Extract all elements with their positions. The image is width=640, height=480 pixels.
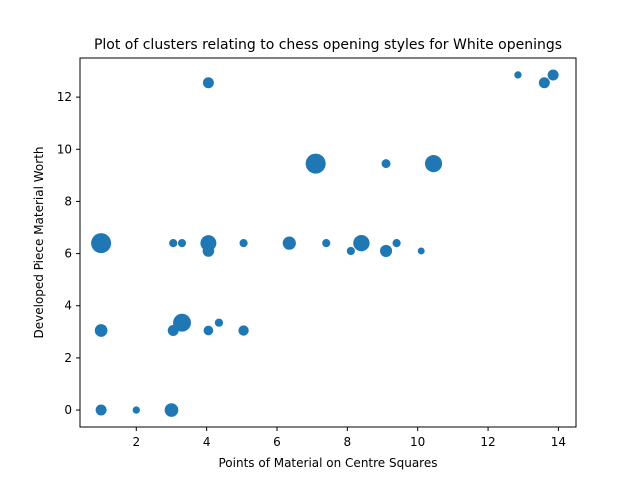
data-point [164, 403, 179, 417]
data-point [177, 239, 187, 248]
data-point [239, 239, 248, 248]
x-tick-label: 8 [344, 435, 352, 449]
data-point [202, 77, 214, 89]
y-tick-label: 2 [64, 351, 72, 365]
data-point [95, 404, 107, 416]
data-point [424, 155, 443, 173]
x-tick-label: 4 [203, 435, 211, 449]
y-ticks: 0 2 4 6 8 10 12 [57, 90, 80, 417]
y-tick-label: 8 [64, 194, 72, 208]
data-point [381, 159, 391, 169]
y-tick-label: 12 [57, 90, 72, 104]
x-tick-label: 10 [410, 435, 425, 449]
data-point [305, 153, 326, 174]
data-point [238, 325, 249, 336]
y-tick-label: 6 [64, 247, 72, 261]
data-point [214, 318, 224, 327]
y-axis-label: Developed Piece Material Worth [32, 146, 46, 338]
y-tick-label: 10 [57, 142, 72, 156]
x-tick-label: 12 [480, 435, 495, 449]
data-point [392, 239, 401, 248]
data-point [282, 236, 296, 250]
data-point [547, 69, 559, 81]
data-point [353, 234, 370, 252]
y-tick-label: 4 [64, 299, 72, 313]
x-tick-label: 2 [132, 435, 140, 449]
data-point [417, 247, 425, 255]
data-point [91, 233, 112, 254]
points-layer [91, 69, 559, 417]
data-point [94, 324, 108, 337]
x-axis-label: Points of Material on Centre Squares [218, 456, 437, 470]
data-point [173, 313, 191, 332]
data-point [322, 239, 331, 248]
y-tick-label: 0 [64, 403, 72, 417]
data-point [379, 244, 393, 258]
data-point [132, 406, 140, 414]
data-point [202, 245, 215, 257]
chart-title: Plot of clusters relating to chess openi… [94, 37, 562, 53]
x-tick-label: 6 [273, 435, 281, 449]
data-point [203, 325, 214, 336]
x-ticks: 2 4 6 8 10 12 14 [132, 427, 566, 449]
x-tick-label: 14 [551, 435, 566, 449]
data-point [346, 246, 355, 256]
data-point [538, 77, 550, 89]
plot-frame [79, 57, 577, 428]
data-point [514, 71, 522, 79]
data-point [169, 239, 178, 248]
